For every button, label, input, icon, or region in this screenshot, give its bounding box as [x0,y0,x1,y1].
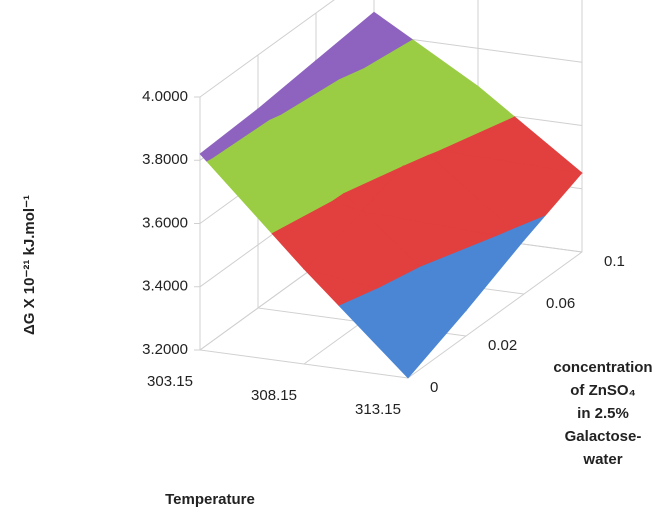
z-tick-label: 3.4000 [142,278,188,295]
depth-tick-label: 0.1 [604,253,625,270]
surface-patch [403,146,429,166]
z-axis-title: ΔG X 10⁻²¹ kJ.mol⁻¹ [21,195,38,335]
depth-tick-label: 0 [430,379,438,396]
surface-patch [419,85,515,151]
depth-axis-title: of ZnSO₄ [570,382,635,399]
z-tick-label: 3.8000 [142,151,188,168]
depth-axis-title: Galactose- [565,428,642,445]
z-tick-label: 3.6000 [142,214,188,231]
x-tick-label: 303.15 [147,373,193,390]
depth-tick-label: 0.06 [546,295,575,312]
z-tick-label: 4.0000 [142,88,188,105]
depth-tick-label: 0.02 [488,337,517,354]
x-tick-label: 313.15 [355,401,401,418]
surface-patch [199,108,270,159]
z-tick-label: 3.2000 [142,341,188,358]
surface-patch [257,60,340,115]
surface [199,11,584,379]
x-axis-title: Temperature [165,491,255,508]
depth-axis-title: in 2.5% [577,405,629,422]
depth-axis-title: concentration [553,359,652,376]
surface-patch [303,210,421,289]
surface-patch [361,154,513,236]
surface-patch [315,11,413,69]
x-tick-label: 308.15 [251,387,297,404]
depth-axis-title: water [582,451,622,468]
